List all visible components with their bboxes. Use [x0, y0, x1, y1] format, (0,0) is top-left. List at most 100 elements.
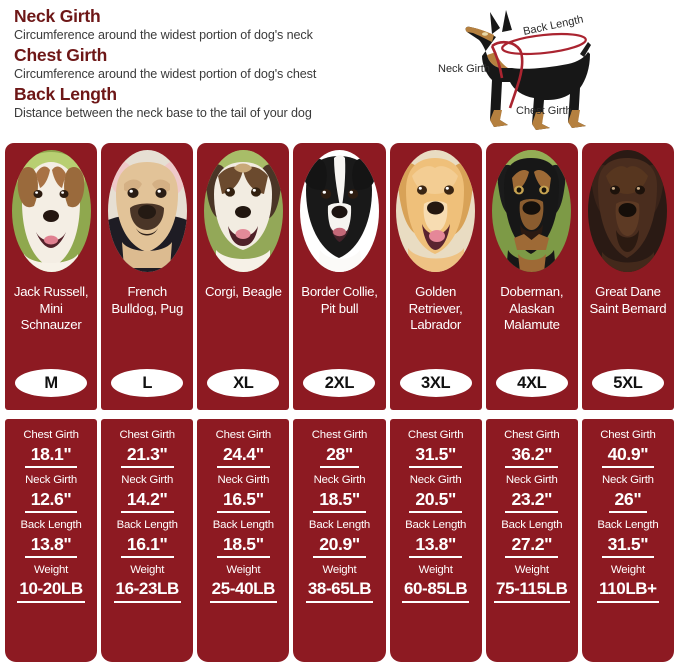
measure-chest-girth: Chest Girth 28": [297, 428, 381, 471]
measure-back-length: Back Length 13.8": [9, 518, 93, 561]
measure-label-back-length: Back Length: [597, 519, 659, 531]
measure-weight: Weight 75-115LB: [490, 563, 574, 606]
breed-card-4xl: Doberman, Alaskan Malamute 4XL: [485, 143, 578, 410]
measure-label-neck-girth: Neck Girth: [505, 474, 558, 486]
jack-russell-photo: [11, 150, 91, 272]
measure-label-back-length: Back Length: [20, 519, 82, 531]
measure-value-neck-girth: 23.2": [505, 488, 559, 513]
diagram-label-neck-girth: Neck Girth: [438, 63, 490, 75]
size-column-3xl: Golden Retriever, Labrador 3XL Chest Gir…: [389, 143, 482, 662]
measure-value-chest-girth: 18.1": [24, 443, 78, 468]
measure-value-weight: 16-23LB: [113, 578, 181, 603]
measure-label-neck-girth: Neck Girth: [409, 474, 462, 486]
breed-card-5xl: Great Dane Saint Bemard 5XL: [581, 143, 674, 410]
measure-label-neck-girth: Neck Girth: [313, 474, 366, 486]
measure-label-chest-girth: Chest Girth: [504, 429, 560, 441]
measure-label-chest-girth: Chest Girth: [600, 429, 656, 441]
measure-value-chest-girth: 21.3": [120, 443, 174, 468]
measure-weight: Weight 16-23LB: [105, 563, 189, 606]
legend-title-back-length: Back Length: [14, 84, 117, 104]
great-dane-photo: [588, 150, 668, 272]
measure-value-weight: 110LB+: [597, 578, 659, 603]
measure-value-neck-girth: 16.5": [217, 488, 270, 513]
measure-label-chest-girth: Chest Girth: [215, 429, 272, 441]
measure-back-length: Back Length 20.9": [297, 518, 381, 561]
breed-label: Great Dane Saint Bemard: [589, 284, 667, 316]
breed-card-3xl: Golden Retriever, Labrador 3XL: [389, 143, 482, 410]
measure-label-neck-girth: Neck Girth: [602, 474, 654, 486]
measure-value-chest-girth: 40.9": [601, 443, 655, 468]
measure-weight: Weight 60-85LB: [394, 563, 478, 606]
size-chart-grid: Jack Russell, Mini Schnauzer M Chest Gir…: [5, 143, 674, 662]
beagle-photo: [203, 150, 283, 272]
dog-measurement-diagram: Neck Girth Chest Girth Back Length: [430, 2, 675, 134]
legend-item-chest-girth: Chest Girth Circumference around the wid…: [14, 45, 434, 82]
legend-desc-chest-girth: Circumference around the widest portion …: [14, 67, 317, 81]
breed-label: Corgi, Beagle: [205, 284, 282, 299]
breed-label: Golden Retriever, Labrador: [408, 284, 463, 332]
measure-weight: Weight 25-40LB: [201, 563, 285, 606]
measure-label-chest-girth: Chest Girth: [23, 429, 79, 441]
size-pill[interactable]: M: [15, 369, 88, 397]
breed-label: Doberman, Alaskan Malamute: [500, 284, 564, 332]
size-pill[interactable]: 5XL: [591, 369, 664, 397]
measurements-card-5xl: Chest Girth 40.9" Neck Girth 26" Back Le…: [581, 419, 674, 662]
size-column-l: French Bulldog, Pug L Chest Girth 21.3" …: [101, 143, 194, 662]
measure-label-back-length: Back Length: [116, 519, 178, 531]
measure-neck-girth: Neck Girth 20.5": [394, 473, 478, 516]
measure-label-chest-girth: Chest Girth: [311, 429, 368, 441]
size-pill[interactable]: 2XL: [303, 369, 376, 397]
measure-value-chest-girth: 36.2": [505, 443, 559, 468]
size-pill[interactable]: L: [111, 369, 184, 397]
measure-value-back-length: 13.8": [24, 533, 78, 558]
legend-item-neck-girth: Neck Girth Circumference around the wide…: [14, 6, 434, 43]
measure-value-chest-girth: 28": [320, 443, 359, 468]
measure-neck-girth: Neck Girth 16.5": [201, 473, 285, 516]
measure-value-back-length: 20.9": [313, 533, 366, 558]
size-column-4xl: Doberman, Alaskan Malamute 4XL Chest Gir…: [485, 143, 578, 662]
diagram-label-chest-girth: Chest Girth: [516, 105, 572, 117]
french-bulldog-photo: [107, 150, 187, 272]
measure-value-back-length: 16.1": [120, 533, 174, 558]
measure-back-length: Back Length 18.5": [201, 518, 285, 561]
measure-chest-girth: Chest Girth 21.3": [105, 428, 189, 471]
measure-value-chest-girth: 31.5": [409, 443, 462, 468]
measure-value-back-length: 31.5": [601, 533, 655, 558]
measurements-card-m: Chest Girth 18.1" Neck Girth 12.6" Back …: [5, 419, 98, 662]
measure-label-chest-girth: Chest Girth: [119, 429, 176, 441]
legend-title-chest-girth: Chest Girth: [14, 45, 108, 65]
breed-card-m: Jack Russell, Mini Schnauzer M: [5, 143, 98, 410]
measure-value-weight: 75-115LB: [494, 578, 570, 603]
size-pill[interactable]: XL: [207, 369, 280, 397]
measure-back-length: Back Length 13.8": [394, 518, 478, 561]
size-column-2xl: Border Collie, Pit bull 2XL Chest Girth …: [293, 143, 386, 662]
size-column-m: Jack Russell, Mini Schnauzer M Chest Gir…: [5, 143, 98, 662]
measurements-card-2xl: Chest Girth 28" Neck Girth 18.5" Back Le…: [293, 419, 386, 662]
measure-label-neck-girth: Neck Girth: [121, 474, 174, 486]
size-pill[interactable]: 4XL: [495, 369, 568, 397]
measurements-card-l: Chest Girth 21.3" Neck Girth 14.2" Back …: [101, 419, 194, 662]
measure-value-neck-girth: 14.2": [120, 488, 174, 513]
measure-neck-girth: Neck Girth 12.6": [9, 473, 93, 516]
measure-back-length: Back Length 16.1": [105, 518, 189, 561]
measurements-card-4xl: Chest Girth 36.2" Neck Girth 23.2" Back …: [485, 419, 578, 662]
measure-value-weight: 10-20LB: [17, 578, 85, 603]
legend-title-neck-girth: Neck Girth: [14, 6, 101, 26]
golden-retriever-photo: [396, 150, 476, 272]
measure-weight: Weight 110LB+: [586, 563, 670, 606]
size-pill[interactable]: 3XL: [399, 369, 472, 397]
measure-value-back-length: 13.8": [409, 533, 462, 558]
measure-value-neck-girth: 12.6": [24, 488, 78, 513]
measure-value-weight: 60-85LB: [401, 578, 470, 603]
breed-card-2xl: Border Collie, Pit bull 2XL: [293, 143, 386, 410]
measure-neck-girth: Neck Girth 18.5": [297, 473, 381, 516]
measure-neck-girth: Neck Girth 23.2": [490, 473, 574, 516]
size-column-5xl: Great Dane Saint Bemard 5XL Chest Girth …: [581, 143, 674, 662]
measure-chest-girth: Chest Girth 24.4": [201, 428, 285, 471]
measure-back-length: Back Length 31.5": [586, 518, 670, 561]
measure-label-chest-girth: Chest Girth: [407, 429, 464, 441]
doberman-diagram-icon: Neck Girth Chest Girth Back Length: [438, 10, 591, 130]
measure-back-length: Back Length 27.2": [490, 518, 574, 561]
measure-label-weight: Weight: [514, 564, 549, 576]
